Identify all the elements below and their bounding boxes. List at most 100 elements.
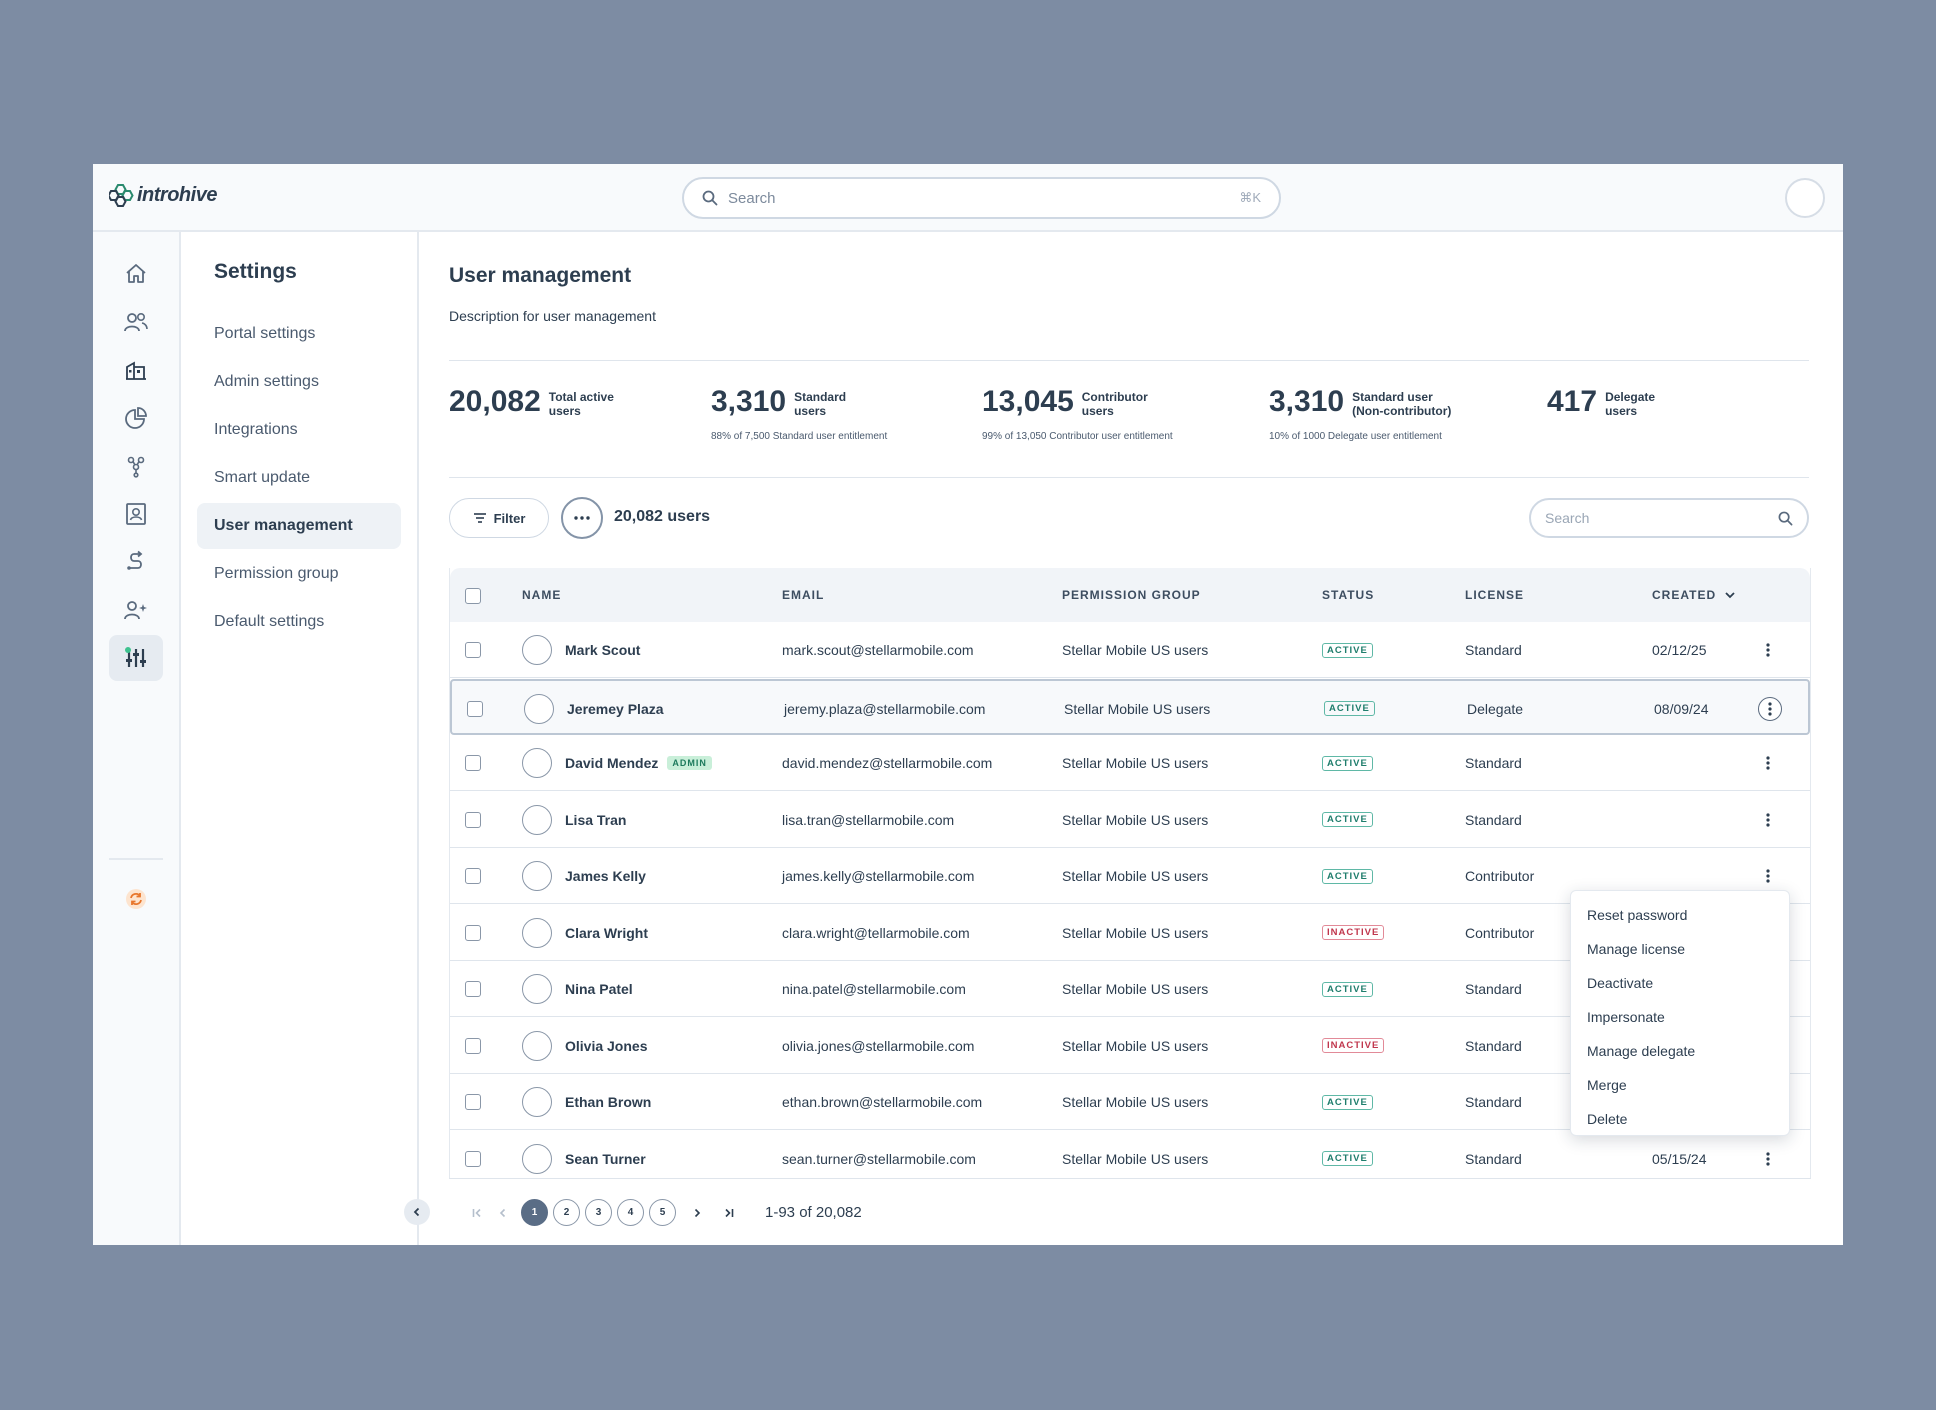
table-toolbar: Filter 20,082 users <box>449 497 1809 539</box>
icon-rail <box>93 232 181 1245</box>
page-3-button[interactable]: 3 <box>585 1199 612 1226</box>
stat-label: Delegate users <box>1605 390 1656 418</box>
user-name[interactable]: Olivia Jones <box>565 1037 648 1054</box>
row-checkbox[interactable] <box>465 1037 481 1054</box>
rail-companies-button[interactable] <box>109 347 163 393</box>
menu-item-delete[interactable]: Delete <box>1587 1111 1628 1127</box>
row-actions-button[interactable] <box>1756 751 1780 775</box>
row-actions-button[interactable] <box>1756 864 1780 888</box>
nav-item-default-settings[interactable]: Default settings <box>214 613 325 630</box>
select-all-checkbox[interactable] <box>465 588 481 604</box>
rail-routing-button[interactable] <box>109 539 163 585</box>
row-checkbox[interactable] <box>465 924 481 941</box>
global-search[interactable]: ⌘K <box>682 177 1281 219</box>
user-name[interactable]: Lisa Tran <box>565 811 627 828</box>
column-header-permission-group[interactable]: PERMISSION GROUP <box>1062 588 1201 602</box>
column-header-created[interactable]: CREATED <box>1652 588 1736 602</box>
row-checkbox[interactable] <box>465 868 481 884</box>
rail-directory-button[interactable] <box>109 491 163 537</box>
page-1-button[interactable]: 1 <box>521 1199 548 1226</box>
stat-entitlement: 88% of 7,500 Standard user entitlement <box>711 431 888 442</box>
rail-home-button[interactable] <box>109 251 163 297</box>
page-5-button[interactable]: 5 <box>649 1199 676 1226</box>
last-page-button[interactable] <box>715 1199 742 1226</box>
user-add-icon <box>124 601 147 620</box>
global-search-input[interactable] <box>728 189 1240 207</box>
menu-item-deactivate[interactable]: Deactivate <box>1587 975 1654 991</box>
column-header-license[interactable]: LICENSE <box>1465 588 1525 602</box>
next-page-button[interactable] <box>683 1199 710 1226</box>
first-page-button[interactable] <box>463 1199 490 1226</box>
stat-label: Total active users <box>548 390 614 418</box>
filter-button[interactable]: Filter <box>449 498 549 538</box>
table-row[interactable]: Mark Scout mark.scout@stellarmobile.com St… <box>450 622 1810 678</box>
column-header-status[interactable]: STATUS <box>1322 588 1375 602</box>
row-select-cell <box>465 1131 481 1179</box>
user-name[interactable]: Mark Scout <box>565 642 641 658</box>
user-avatar[interactable] <box>1785 178 1825 218</box>
row-checkbox[interactable] <box>465 1094 481 1110</box>
row-select-cell <box>465 848 481 904</box>
user-name[interactable]: Ethan Brown <box>565 1094 652 1110</box>
row-checkbox[interactable] <box>465 981 481 997</box>
row-checkbox[interactable] <box>465 755 481 771</box>
admin-badge: ADMIN <box>667 756 712 770</box>
rail-user-add-button[interactable] <box>109 587 163 633</box>
nav-item-admin-settings[interactable]: Admin settings <box>214 373 319 390</box>
table-search-input[interactable] <box>1545 510 1778 526</box>
user-name[interactable]: Jeremey Plaza <box>567 700 664 717</box>
stat-value: 417 <box>1547 385 1598 418</box>
rail-relationships-button[interactable] <box>109 443 163 489</box>
menu-item-merge[interactable]: Merge <box>1587 1077 1627 1093</box>
table-search[interactable] <box>1529 498 1809 538</box>
column-header-email[interactable]: EMAIL <box>782 588 825 602</box>
menu-item-impersonate[interactable]: Impersonate <box>1587 1009 1665 1025</box>
page-4-button[interactable]: 4 <box>617 1199 644 1226</box>
rail-contacts-button[interactable] <box>109 299 163 345</box>
license-cell: Delegate <box>1467 700 1524 717</box>
chevron-down-icon <box>1725 592 1735 599</box>
permission-group-cell: Stellar Mobile US users <box>1062 868 1209 884</box>
nav-item-integrations[interactable]: Integrations <box>214 421 298 438</box>
row-checkbox[interactable] <box>465 1150 481 1167</box>
table-row[interactable]: Sean Turner sean.turner@stellarmobile.com… <box>450 1130 1810 1179</box>
row-checkbox[interactable] <box>465 811 481 828</box>
select-all-cell <box>465 588 481 604</box>
row-actions-button[interactable] <box>1756 1147 1780 1171</box>
stat-standard: 3,310 Standard users 88% of 7,500 Standar… <box>711 385 887 442</box>
row-checkbox[interactable] <box>467 700 483 717</box>
nav-item-smart-update[interactable]: Smart update <box>214 469 311 486</box>
row-actions-button[interactable] <box>1758 696 1782 721</box>
column-header-name[interactable]: NAME <box>522 588 562 602</box>
menu-item-reset-password[interactable]: Reset password <box>1587 907 1688 923</box>
rail-settings-button[interactable] <box>109 635 163 681</box>
nav-item-permission-group[interactable]: Permission group <box>214 565 339 582</box>
table-row[interactable]: David Mendez ADMIN david.mendez@stellarmob… <box>450 735 1810 791</box>
table-row[interactable]: Lisa Tran lisa.tran@stellarmobile.com Stel… <box>450 791 1810 848</box>
user-name[interactable]: David Mendez <box>565 755 659 771</box>
nav-item-user-management[interactable]: User management <box>197 503 401 549</box>
row-actions-button[interactable] <box>1756 808 1780 832</box>
nav-item-portal-settings[interactable]: Portal settings <box>214 325 316 342</box>
sync-icon <box>126 889 146 909</box>
collapse-sidebar-button[interactable] <box>404 1199 430 1225</box>
chevron-right-icon <box>694 1208 700 1217</box>
logo[interactable]: introhive <box>109 182 217 208</box>
user-name[interactable]: James Kelly <box>565 868 646 884</box>
user-name[interactable]: Sean Turner <box>565 1150 646 1167</box>
row-select-cell <box>465 1074 481 1130</box>
more-vertical-icon <box>1766 812 1770 827</box>
row-checkbox[interactable] <box>465 642 481 658</box>
rail-sync-button[interactable] <box>109 876 163 922</box>
prev-page-button[interactable] <box>489 1199 516 1226</box>
user-name[interactable]: Clara Wright <box>565 924 648 941</box>
bulk-actions-button[interactable] <box>561 497 603 539</box>
user-name[interactable]: Nina Patel <box>565 981 633 997</box>
menu-item-manage-license[interactable]: Manage license <box>1587 941 1686 957</box>
table-row[interactable]: Jeremey Plaza jeremy.plaza@stellarmobile.… <box>450 678 1810 735</box>
menu-item-manage-delegate[interactable]: Manage delegate <box>1587 1043 1696 1059</box>
page-2-button[interactable]: 2 <box>553 1199 580 1226</box>
email-cell: sean.turner@stellarmobile.com <box>782 1150 976 1167</box>
row-actions-button[interactable] <box>1756 638 1780 662</box>
rail-analytics-button[interactable] <box>109 395 163 441</box>
